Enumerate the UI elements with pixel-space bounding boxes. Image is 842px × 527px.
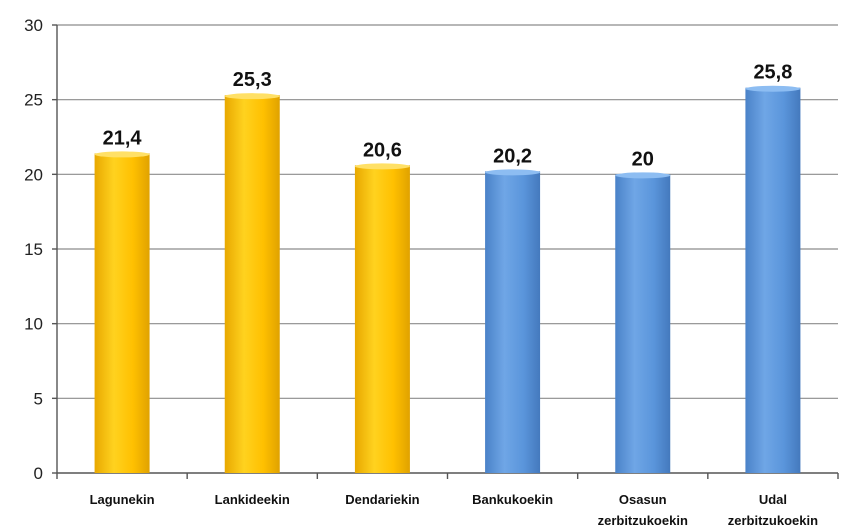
bar (485, 171, 541, 473)
bar-top (485, 169, 541, 176)
category-label: Lankideekin (215, 492, 290, 507)
data-label: 20,6 (363, 139, 402, 161)
bar (224, 95, 280, 473)
y-tick-label: 0 (34, 464, 43, 483)
data-label: 21,4 (103, 127, 143, 149)
y-tick-label: 25 (24, 91, 43, 110)
bar (615, 174, 671, 474)
y-tick-label: 5 (34, 389, 43, 408)
category-label: Udal zerbitzukoekin (728, 492, 818, 527)
bar (354, 165, 410, 473)
bars (94, 85, 801, 474)
category-label: Dendariekin (345, 492, 419, 507)
gridlines (57, 24, 838, 399)
category-label: Lagunekin (90, 492, 155, 507)
data-label: 25,8 (753, 62, 792, 84)
axes (52, 24, 839, 479)
y-tick-label: 10 (24, 315, 43, 334)
data-label: 20 (632, 148, 654, 170)
data-label: 25,3 (233, 69, 272, 91)
bar-top (354, 163, 410, 170)
bar-top (615, 172, 671, 179)
bar (94, 153, 150, 473)
bar-top (94, 151, 150, 158)
bar (745, 87, 801, 473)
bar-top (745, 85, 801, 92)
data-label: 20,2 (493, 145, 532, 167)
y-tick-label: 30 (24, 16, 43, 35)
labels: 0 5 10 15 20 25 30 21,4 Lagunekin 25,3 Lankideekin… (24, 16, 818, 527)
category-label: Bankukoekin (472, 492, 553, 507)
category-label: Osasun zerbitzukoekin (598, 492, 688, 527)
y-tick-label: 20 (24, 165, 43, 184)
y-tick-label: 15 (24, 240, 43, 259)
bar-top (224, 93, 280, 100)
